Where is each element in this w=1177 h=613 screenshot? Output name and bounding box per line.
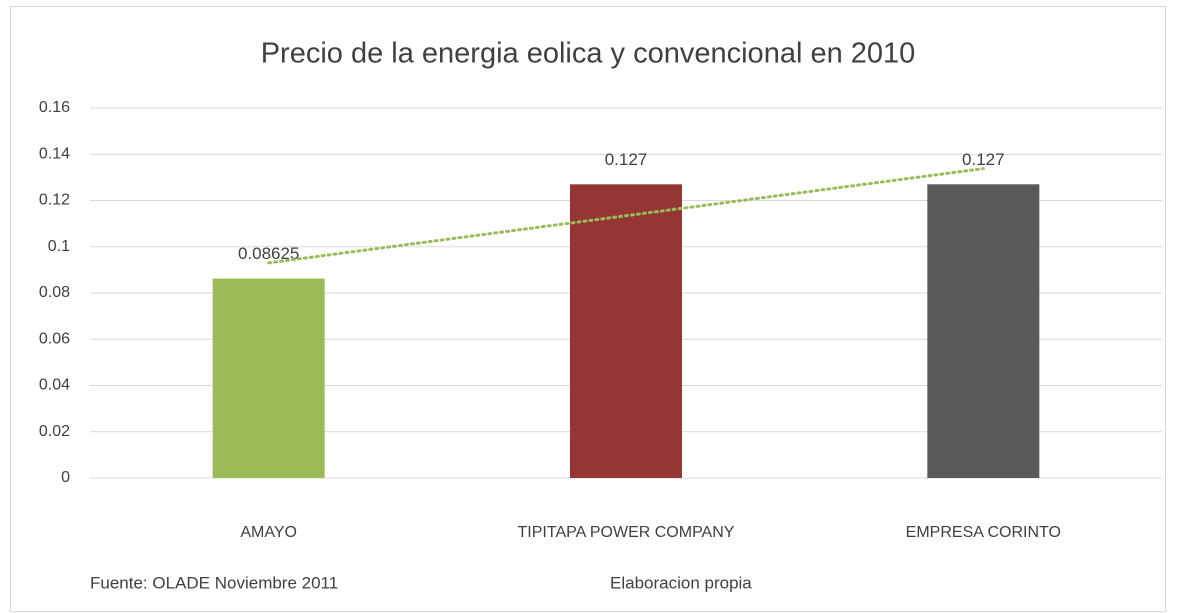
x-tick-label: TIPITAPA POWER COMPANY xyxy=(518,524,735,541)
y-tick-label: 0.14 xyxy=(39,145,70,162)
source-note: Elaboracion propia xyxy=(610,573,752,592)
x-tick-label: AMAYO xyxy=(240,524,297,541)
bar xyxy=(570,184,682,478)
y-tick-label: 0 xyxy=(61,469,70,486)
source-note: Fuente: OLADE Noviembre 2011 xyxy=(90,573,338,592)
y-tick-label: 0.08 xyxy=(39,284,70,301)
y-tick-label: 0.16 xyxy=(39,99,70,116)
bar xyxy=(212,278,325,478)
data-label: 0.127 xyxy=(962,150,1005,169)
chart-title: Precio de la energia eolica y convencion… xyxy=(261,38,916,70)
data-label: 0.08625 xyxy=(238,244,299,263)
y-tick-label: 0.04 xyxy=(39,377,70,394)
y-tick-label: 0.02 xyxy=(39,423,70,440)
y-tick-label: 0.06 xyxy=(39,330,70,347)
bar xyxy=(927,184,1040,478)
y-tick-label: 0.1 xyxy=(48,238,70,255)
data-label: 0.127 xyxy=(605,150,648,169)
trendline xyxy=(267,167,985,265)
x-tick-label: EMPRESA CORINTO xyxy=(906,524,1061,541)
y-tick-label: 0.12 xyxy=(39,192,70,209)
